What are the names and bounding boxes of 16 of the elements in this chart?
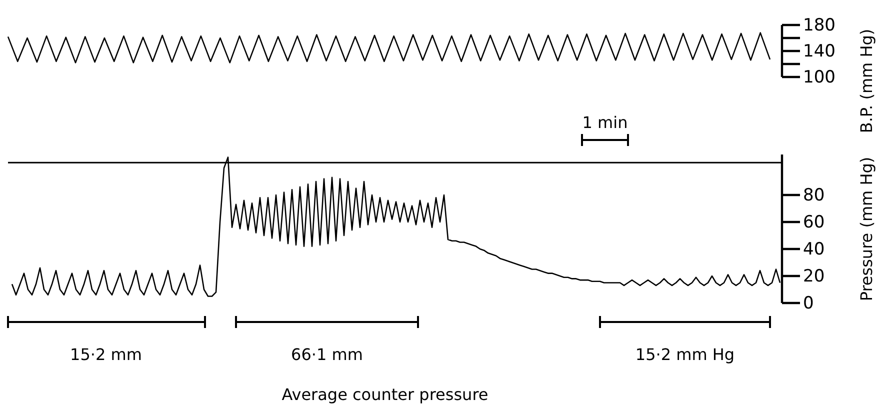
y-tick-label: 20 [803, 266, 825, 286]
y-tick-label: 40 [803, 239, 825, 260]
text: 15·2 mm [70, 345, 142, 364]
y-tick-label: 0 [803, 293, 814, 314]
text: Average counter pressure [282, 385, 488, 404]
y-axis-title: Pressure (mm Hg) [857, 156, 876, 302]
y-axis-title: B.P. (mm Hg) [857, 28, 876, 134]
y-tick-label: 80 [803, 185, 825, 206]
y-tick-label: 60 [803, 212, 825, 232]
text: 1 min [582, 113, 628, 132]
y-tick-label: 180 [803, 15, 836, 36]
text: 66·1 mm [291, 345, 363, 364]
text: 15·2 mm Hg [635, 345, 735, 364]
y-tick-label: 100 [803, 67, 836, 88]
y-tick-label: 140 [803, 41, 836, 62]
line-series [7, 32, 771, 64]
